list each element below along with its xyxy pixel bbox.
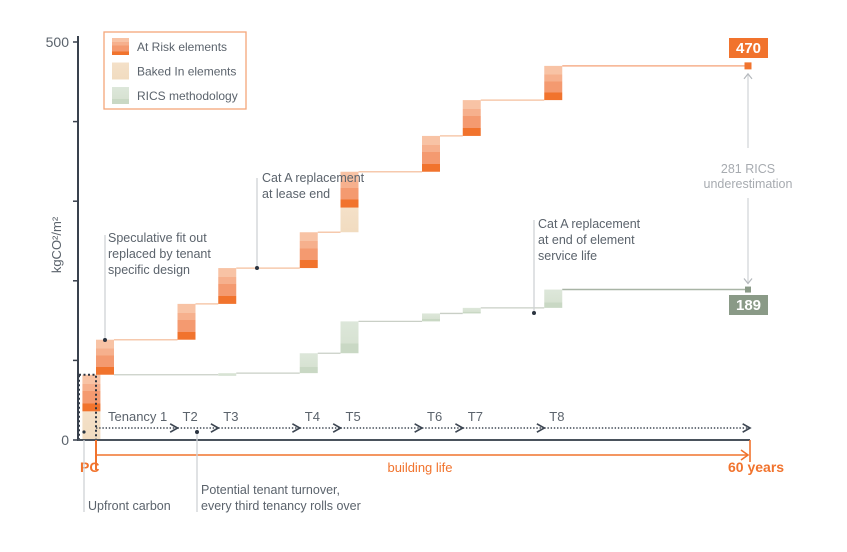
tenancy-label: T2 xyxy=(183,409,198,424)
at-risk-series xyxy=(78,62,752,441)
at-risk-bar xyxy=(340,171,359,208)
tenancy-label: T8 xyxy=(549,409,564,424)
legend-label: At Risk elements xyxy=(137,40,227,54)
annotation-text: every third tenancy rolls over xyxy=(201,499,361,513)
y-tick-label: 500 xyxy=(46,34,70,50)
tenancy-label: Tenancy 1 xyxy=(108,409,167,424)
annotation-dot xyxy=(532,311,536,315)
at-risk-bar xyxy=(82,374,101,412)
rics-bar xyxy=(299,353,318,374)
rics-bar xyxy=(218,373,237,376)
at-risk-bar xyxy=(96,339,114,375)
at-risk-bar xyxy=(422,135,440,172)
rics-bar xyxy=(544,289,563,308)
upfront-dot xyxy=(82,430,86,434)
baked-in-bar xyxy=(82,411,101,440)
sixty-years-label: 60 years xyxy=(728,459,784,475)
annotation-text: at end of element xyxy=(538,233,635,247)
arrowhead-down-icon xyxy=(743,278,753,285)
annotation-text: Cat A replacement xyxy=(262,171,365,185)
tenancy-label: T7 xyxy=(468,409,483,424)
annotation-text: Upfront carbon xyxy=(88,499,171,513)
rics-end-marker xyxy=(745,286,751,293)
annotation-text: replaced by tenant xyxy=(108,247,211,261)
legend-swatch-rics xyxy=(112,87,129,104)
pc-label: PC xyxy=(80,459,99,475)
y-axis: 0 500 kgCO²/m² xyxy=(46,34,750,448)
rics-bar xyxy=(462,307,481,314)
total-rics-badge xyxy=(729,295,768,315)
rics-bar xyxy=(422,313,440,322)
at-risk-bar xyxy=(177,303,196,340)
tenancy-label: T4 xyxy=(305,409,320,424)
total-at-risk-badge xyxy=(729,38,768,58)
annotation-text: Speculative fit out xyxy=(108,231,207,245)
building-life-label: building life xyxy=(387,460,452,475)
y-axis-label: kgCO²/m² xyxy=(49,216,64,273)
building-life-arrowhead xyxy=(740,449,750,461)
annotations: Speculative fit out replaced by tenant spe… xyxy=(83,38,793,513)
arrowhead-up-icon xyxy=(743,72,753,80)
at-risk-end-marker xyxy=(744,62,752,70)
underestimation-text: 281 RICS xyxy=(721,162,775,176)
legend-label: RICS methodology xyxy=(137,89,238,103)
annotation-text: Potential tenant turnover, xyxy=(201,483,340,497)
y-tick-label: 0 xyxy=(61,432,69,448)
annotation-text: service life xyxy=(538,249,597,263)
legend-label: Baked In elements xyxy=(137,65,236,79)
at-risk-bar xyxy=(544,65,563,101)
at-risk-bar xyxy=(299,232,318,269)
annotation-text: Cat A replacement xyxy=(538,217,641,231)
annotation-dot xyxy=(195,430,199,434)
legend-swatch-at-risk xyxy=(112,38,129,55)
underestimation-text: underestimation xyxy=(704,177,793,191)
rics-bar xyxy=(340,321,359,354)
total-rics-value: 189 xyxy=(736,297,761,314)
at-risk-bar xyxy=(218,268,237,304)
annotation-dot xyxy=(255,266,259,270)
total-at-risk-value: 470 xyxy=(736,40,761,57)
at-risk-bar xyxy=(462,100,481,136)
legend-swatch-baked-in xyxy=(112,62,129,80)
annotation-dot xyxy=(103,338,107,342)
tenancy-label: T6 xyxy=(427,409,442,424)
rics-series xyxy=(114,286,751,376)
tenancy-label: T5 xyxy=(346,409,361,424)
baked-in-bar xyxy=(340,207,359,233)
tenancy-label: T3 xyxy=(223,409,238,424)
legend: At Risk elements Baked In elements RICS me… xyxy=(103,31,247,110)
annotation-text: specific design xyxy=(108,263,190,277)
annotation-text: at lease end xyxy=(262,187,330,201)
tenancy-timeline: Tenancy 1 T2 T3 T4 T5 T6 T7 T8 PC building life 60… xyxy=(80,409,784,475)
